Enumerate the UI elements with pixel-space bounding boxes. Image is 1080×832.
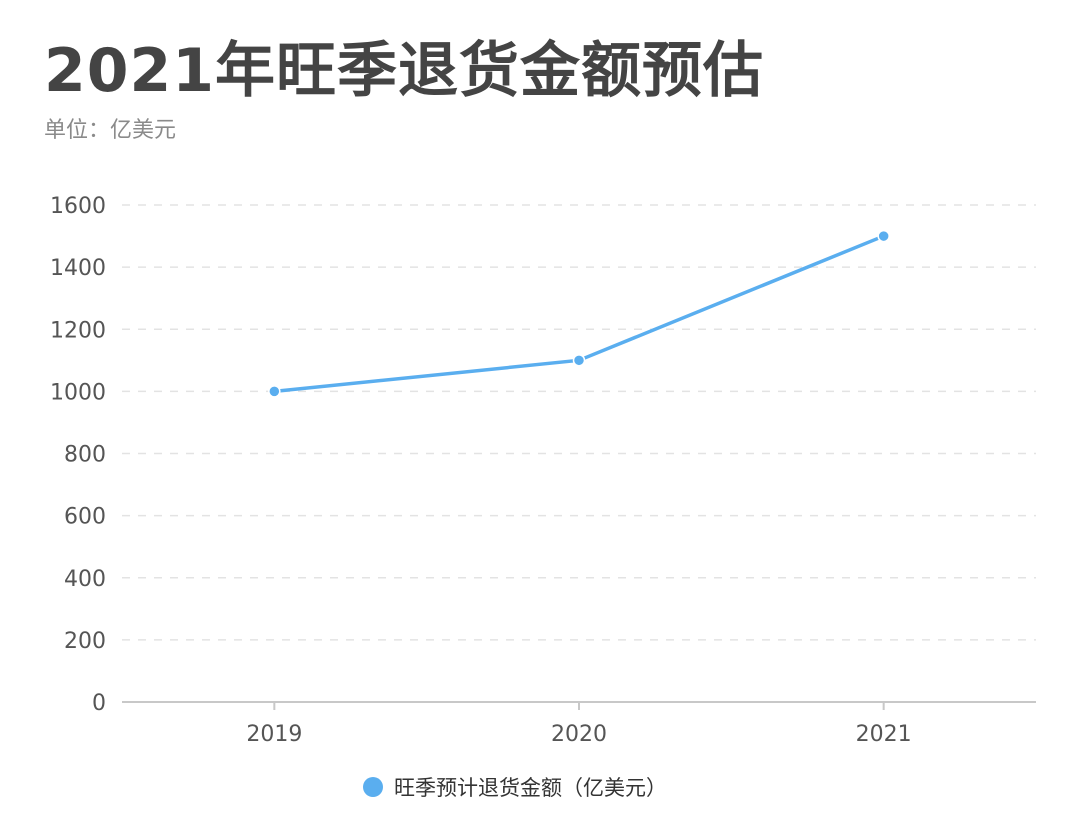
legend-label[interactable]: 旺季预计退货金额（亿美元）: [394, 776, 667, 800]
y-tick-label: 200: [64, 629, 106, 654]
axes: 0 200 400 600 800 1000 1200 1400 1600 2019 2020 202…: [50, 194, 1036, 747]
y-tick-label: 1200: [50, 318, 106, 343]
y-tick-label: 1400: [50, 256, 106, 281]
data-point-2019[interactable]: [268, 385, 281, 398]
x-tick-label: 2021: [856, 722, 912, 747]
x-tick-label: 2019: [246, 722, 302, 747]
legend[interactable]: 旺季预计退货金额（亿美元）: [363, 776, 667, 800]
y-tick-label: 400: [64, 567, 106, 592]
x-tick-label: 2020: [551, 722, 607, 747]
y-tick-label: 600: [64, 505, 106, 530]
grid-lines: [122, 204, 1036, 641]
chart-subtitle-unit: 单位：亿美元: [44, 118, 177, 143]
series-line: [272, 234, 886, 394]
series-layer: [268, 229, 890, 398]
y-tick-label: 0: [92, 691, 106, 716]
y-tick-label: 800: [64, 443, 106, 468]
data-point-2021[interactable]: [877, 229, 890, 243]
legend-marker[interactable]: [363, 777, 383, 797]
y-tick-label: 1600: [50, 194, 106, 219]
y-tick-label: 1000: [50, 380, 106, 405]
chart-title: 2021年旺季退货金额预估: [44, 36, 764, 106]
data-point-2020[interactable]: [572, 354, 586, 367]
